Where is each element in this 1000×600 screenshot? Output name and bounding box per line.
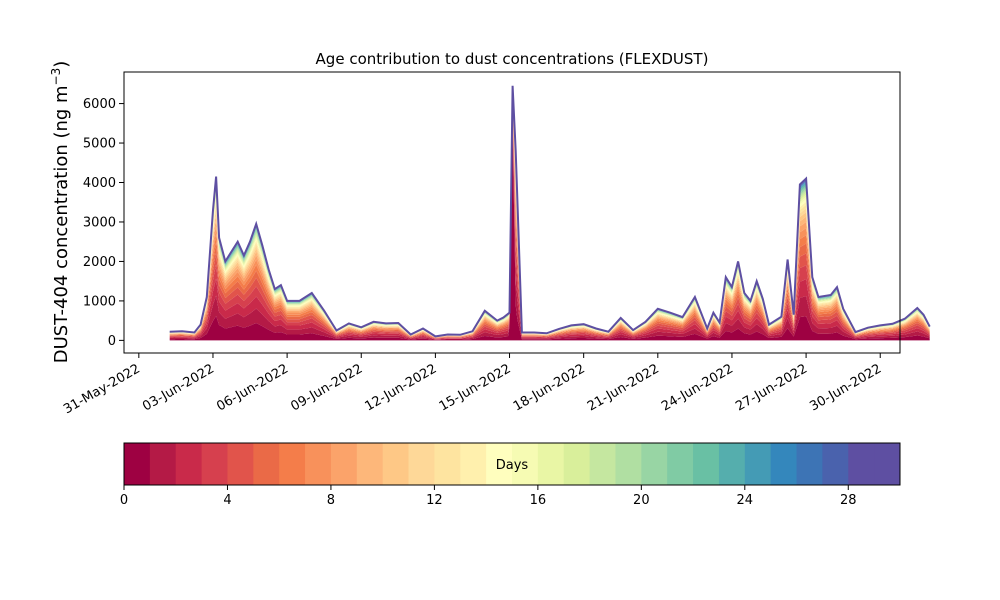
colorbar-cell — [253, 443, 280, 485]
colorbar-cell — [124, 443, 151, 485]
colorbar-cell — [460, 443, 487, 485]
colorbar-cell — [744, 443, 772, 485]
colorbar-cell — [537, 443, 565, 485]
x-tick-label: 12-Jun-2022 — [363, 361, 440, 414]
colorbar-cell — [693, 443, 720, 485]
colorbar-cell — [330, 443, 358, 485]
colorbar-tick-label: 16 — [530, 493, 547, 508]
total-concentration-line — [169, 85, 931, 338]
colorbar-cell — [382, 443, 410, 485]
colorbar: Days 0 4 8 12 16 20 24 28 — [120, 442, 901, 508]
colorbar-cell — [589, 443, 616, 485]
colorbar-cell — [718, 443, 746, 485]
x-tick-label: 06-Jun-2022 — [214, 361, 291, 414]
colorbar-cell — [175, 443, 203, 485]
colorbar-cell — [667, 443, 694, 485]
colorbar-tick-label: 8 — [327, 493, 335, 508]
x-tick-label: 03-Jun-2022 — [140, 361, 217, 414]
age-layer-18 — [169, 89, 930, 337]
y-tick-label: 0 — [108, 334, 116, 349]
colorbar-cell — [279, 443, 306, 485]
y-tick-label: 2000 — [83, 255, 116, 270]
x-tick-label: 09-Jun-2022 — [288, 361, 365, 414]
colorbar-cell — [563, 443, 591, 485]
x-tick-label: 21-Jun-2022 — [585, 361, 662, 414]
colorbar-cell — [770, 443, 798, 485]
x-tick-label: 24-Jun-2022 — [659, 361, 736, 414]
y-axis-label-close: ) — [51, 61, 72, 68]
colorbar-tick-label: 4 — [223, 493, 231, 508]
colorbar-cell — [796, 443, 823, 485]
colorbar-cell — [149, 443, 177, 485]
colorbar-label: Days — [496, 458, 529, 473]
age-layer-1 — [169, 121, 930, 340]
colorbar-tick-label: 0 — [120, 493, 128, 508]
colorbar-cell — [305, 443, 332, 485]
x-tick-label: 30-Jun-2022 — [807, 361, 884, 414]
x-tick-label: 31-May-2022 — [61, 361, 143, 417]
plot-frame — [123, 71, 901, 354]
colorbar-cell — [512, 443, 539, 485]
colorbar-cells — [124, 443, 901, 485]
x-axis: 31-May-202203-Jun-202206-Jun-202209-Jun-… — [61, 353, 884, 417]
colorbar-tick-label: 12 — [426, 493, 443, 508]
y-axis-label: DUST-404 concentration (ng m−3) — [49, 61, 72, 364]
age-stack-layers — [169, 85, 930, 341]
colorbar-cell — [434, 443, 461, 485]
colorbar-ticks: 0 4 8 12 16 20 24 28 — [120, 485, 857, 508]
y-axis-label-superscript: −3 — [49, 68, 63, 86]
colorbar-cell — [641, 443, 668, 485]
colorbar-cell — [848, 443, 875, 485]
chart-title: Age contribution to dust concentrations … — [316, 50, 709, 68]
x-tick-label: 27-Jun-2022 — [733, 361, 810, 414]
x-tick-label: 18-Jun-2022 — [511, 361, 588, 414]
y-axis-label-text: DUST-404 concentration (ng m — [51, 85, 72, 363]
y-tick-label: 1000 — [83, 294, 116, 309]
plot-area — [123, 71, 931, 354]
colorbar-cell — [408, 443, 435, 485]
y-tick-label: 6000 — [83, 97, 116, 112]
y-axis: 0 1000 2000 3000 4000 5000 6000 — [83, 97, 124, 349]
colorbar-cell — [486, 443, 513, 485]
colorbar-cell — [227, 443, 254, 485]
colorbar-tick-label: 20 — [633, 493, 650, 508]
colorbar-cell — [201, 443, 228, 485]
y-tick-label: 5000 — [83, 137, 116, 152]
colorbar-frame — [123, 442, 901, 486]
colorbar-cell — [822, 443, 849, 485]
x-tick-label: 15-Jun-2022 — [437, 361, 514, 414]
colorbar-cell — [356, 443, 384, 485]
colorbar-tick-label: 28 — [840, 493, 857, 508]
colorbar-tick-label: 24 — [737, 493, 754, 508]
y-tick-label: 4000 — [83, 176, 116, 191]
colorbar-cell — [615, 443, 642, 485]
y-tick-label: 3000 — [83, 215, 116, 230]
colorbar-cell — [874, 443, 901, 485]
